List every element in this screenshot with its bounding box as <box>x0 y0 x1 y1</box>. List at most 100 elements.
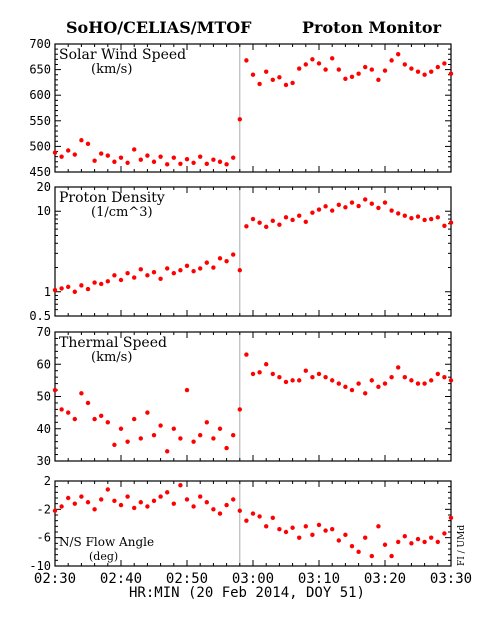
data-point <box>237 508 242 513</box>
data-point <box>363 197 368 202</box>
data-point <box>356 71 361 76</box>
data-point <box>435 371 440 377</box>
panel-unit: (1/cm^3) <box>91 205 153 220</box>
data-point <box>178 483 183 488</box>
y-tick-label: 2 <box>44 474 51 488</box>
data-point <box>415 536 421 542</box>
data-point <box>112 273 117 278</box>
data-point <box>290 80 295 86</box>
data-point <box>316 207 322 212</box>
data-point <box>409 215 414 221</box>
data-point <box>171 426 176 431</box>
data-point <box>184 497 190 502</box>
data-point <box>92 507 97 512</box>
data-point <box>297 535 302 540</box>
data-point <box>442 374 447 380</box>
data-point <box>429 216 434 222</box>
data-point <box>158 423 163 428</box>
data-point <box>257 370 262 375</box>
data-point <box>138 500 143 505</box>
data-point <box>349 74 355 79</box>
data-point <box>184 157 190 162</box>
data-point <box>402 534 407 539</box>
data-point <box>72 416 78 422</box>
data-point <box>211 265 216 270</box>
data-point <box>79 494 84 499</box>
data-point <box>303 524 308 529</box>
data-point <box>52 508 58 513</box>
data-point <box>297 213 302 218</box>
data-point <box>270 515 275 521</box>
panel-label: N/S Flow Angle <box>59 535 154 549</box>
data-point <box>204 500 209 505</box>
data-point <box>178 268 183 273</box>
data-point <box>283 379 289 385</box>
data-point <box>198 266 203 271</box>
data-point <box>435 64 440 70</box>
data-point <box>257 81 262 87</box>
data-point <box>310 532 315 538</box>
data-point <box>66 284 71 290</box>
data-point <box>349 200 355 205</box>
y-tick-label: -10 <box>29 559 51 573</box>
data-point <box>171 501 176 506</box>
data-point <box>178 161 183 167</box>
data-point <box>389 553 394 559</box>
data-point <box>264 362 269 367</box>
data-point <box>310 57 315 62</box>
data-point <box>237 117 242 122</box>
data-point <box>290 217 295 223</box>
data-point <box>330 526 335 532</box>
data-point <box>204 260 209 265</box>
data-point <box>283 529 289 535</box>
y-tick-label: 60 <box>37 357 51 371</box>
data-point <box>389 374 394 380</box>
data-point <box>316 371 322 377</box>
data-point <box>448 515 454 521</box>
data-point <box>112 442 117 448</box>
data-point <box>59 407 64 412</box>
panel-unit: (km/s) <box>91 350 132 365</box>
data-point <box>184 387 190 393</box>
data-point <box>363 64 368 70</box>
data-point <box>132 505 137 511</box>
data-point <box>277 374 282 380</box>
data-point <box>125 271 130 276</box>
data-point <box>409 378 414 383</box>
data-point <box>224 445 229 451</box>
data-point <box>237 268 242 273</box>
data-point <box>158 494 163 499</box>
data-point <box>270 77 275 83</box>
data-point <box>132 416 137 422</box>
data-point <box>343 76 348 82</box>
data-point <box>66 410 71 415</box>
data-point <box>151 498 157 504</box>
data-point <box>211 507 216 512</box>
data-point <box>323 204 328 209</box>
data-point <box>336 381 341 386</box>
data-point <box>145 153 150 158</box>
data-point <box>257 514 262 519</box>
data-point <box>316 522 322 528</box>
y-tick-label: 50 <box>37 390 51 404</box>
data-point <box>204 420 209 425</box>
data-point <box>165 449 170 454</box>
credit-label: FI / UMd <box>457 525 467 566</box>
data-point <box>244 352 249 357</box>
data-point <box>270 371 275 377</box>
data-point <box>448 71 454 76</box>
data-point <box>217 426 223 431</box>
panel-flow: -10 -6 -2 2 N/S Flow Angle(deg) <box>29 474 454 573</box>
data-point <box>402 213 407 218</box>
data-point <box>72 501 78 506</box>
data-point <box>211 157 216 162</box>
data-point <box>99 151 104 156</box>
data-point <box>323 528 328 533</box>
data-point <box>138 157 143 162</box>
data-point <box>244 518 249 523</box>
data-point <box>145 410 150 415</box>
data-point <box>151 269 157 275</box>
data-point <box>165 162 170 167</box>
data-point <box>105 153 111 158</box>
data-point <box>369 67 374 72</box>
